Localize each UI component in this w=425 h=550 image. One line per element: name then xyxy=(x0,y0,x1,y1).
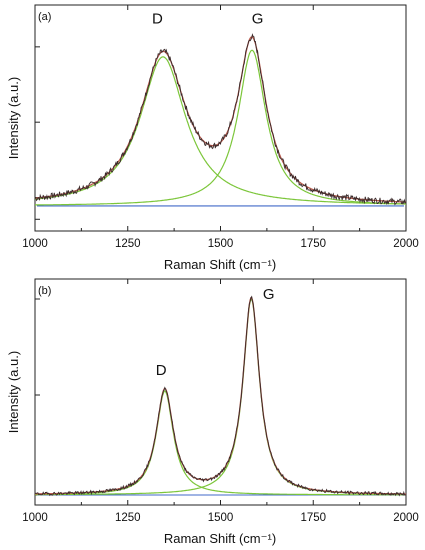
x-ticks-b xyxy=(34,279,407,505)
raw-spectrum xyxy=(34,33,407,206)
panel-b: (b) 1000 1250 1500 1750 2000 DG Raman Shift … xyxy=(6,278,419,546)
peak-labels-b: DG xyxy=(156,286,275,379)
x-tick-labels-a: 1000 1250 1500 1750 2000 xyxy=(22,238,419,250)
peak-label-G: G xyxy=(252,10,264,27)
component-peak-G xyxy=(35,49,406,206)
x-ticks-a xyxy=(34,5,407,231)
x-tick-labels-b: 1000 1250 1500 1750 2000 xyxy=(22,512,419,524)
component-peak-G xyxy=(35,298,406,496)
raw-spectrum xyxy=(34,295,407,497)
x-axis-label-a: Raman Shift (cm⁻¹) xyxy=(164,257,276,272)
x-tick-label: 1000 xyxy=(22,238,48,250)
x-tick-label: 2000 xyxy=(393,512,419,524)
x-tick-label: 1750 xyxy=(300,512,326,524)
component-peak-D xyxy=(34,56,407,205)
y-ticks-b xyxy=(35,298,40,496)
x-tick-label: 1500 xyxy=(208,238,234,250)
panel-label-a: (a) xyxy=(38,11,51,23)
x-tick-label: 2000 xyxy=(393,238,419,250)
x-tick-label: 1250 xyxy=(115,512,141,524)
plot-frame-b xyxy=(34,278,407,506)
x-tick-label: 1250 xyxy=(115,238,141,250)
x-tick-label: 1500 xyxy=(208,512,234,524)
peak-label-G: G xyxy=(263,286,275,303)
component-peak-D xyxy=(35,390,406,496)
x-tick-label: 1750 xyxy=(300,238,326,250)
x-tick-label: 1000 xyxy=(22,512,48,524)
y-ticks-a xyxy=(35,46,40,220)
peak-label-D: D xyxy=(156,362,167,379)
peak-label-D: D xyxy=(152,10,163,27)
curves-a xyxy=(34,33,407,207)
y-axis-label-a: Intensity (a.u.) xyxy=(6,77,21,159)
panel-label-b: (b) xyxy=(38,285,51,297)
y-axis-label-b: Intensity (a.u.) xyxy=(6,351,21,433)
x-axis-label-b: Raman Shift (cm⁻¹) xyxy=(164,531,276,546)
curves-b xyxy=(34,295,407,497)
fit-curve xyxy=(35,297,406,495)
